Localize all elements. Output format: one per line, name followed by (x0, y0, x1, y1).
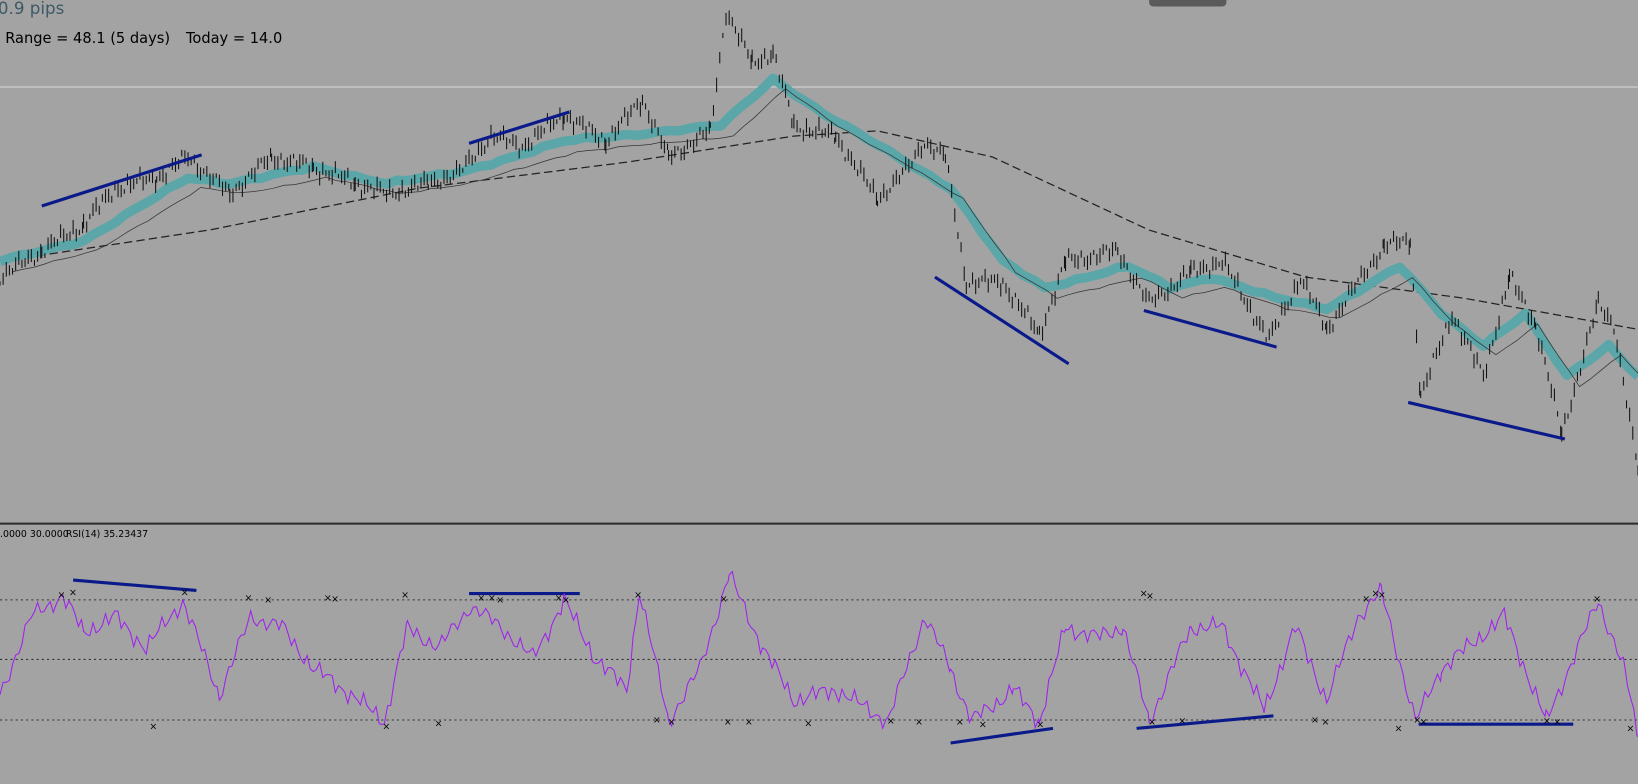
rsi-marker: × (634, 590, 642, 601)
moving-average-band (0, 73, 1638, 380)
trend-line (934, 275, 1070, 366)
rsi-marker: × (555, 593, 563, 604)
trend-line (1407, 400, 1566, 441)
rsi-marker: × (1311, 715, 1319, 726)
rsi-marker: × (956, 717, 964, 728)
rsi-label: RSI(14) 35.23437 (66, 529, 148, 540)
moving-average-thin (12, 88, 1638, 388)
rsi-marker: × (181, 588, 189, 599)
rsi-marker: × (887, 716, 895, 727)
rsi-marker: × (488, 593, 496, 604)
rsi-marker: × (1146, 591, 1154, 602)
rsi-marker: × (724, 717, 732, 728)
rsi-marker: × (668, 717, 676, 728)
rsi-marker: × (720, 594, 728, 605)
rsi-marker: × (244, 593, 252, 604)
rsi-marker: × (69, 588, 77, 599)
rsi-marker: × (382, 721, 390, 732)
rsi-marker: × (57, 590, 65, 601)
rsi-line (0, 570, 1638, 738)
rsi-marker: × (1420, 717, 1428, 728)
rsi-marker: × (1362, 594, 1370, 605)
rsi-marker: × (331, 594, 339, 605)
rsi-marker: × (653, 715, 661, 726)
rsi-marker: × (1627, 724, 1635, 735)
rsi-marker: × (435, 718, 443, 729)
rsi-marker: × (979, 719, 987, 730)
trend-line (1136, 714, 1274, 730)
rsi-marker: × (1321, 717, 1329, 728)
rsi-marker: × (1036, 719, 1044, 730)
trend-line (950, 726, 1054, 745)
rsi-marker: × (1372, 589, 1380, 600)
plot-layers: × × × × × × × × × × × × × × × × × × × × × × × × × × × × × × × × × × × × × × × ×… (0, 10, 1638, 745)
trend-line (1143, 309, 1277, 349)
trend-line (41, 153, 203, 208)
rsi-marker: × (1413, 715, 1421, 726)
rsi-marker: × (477, 593, 485, 604)
rsi-marker: × (804, 718, 812, 729)
moving-average-slow (0, 130, 1638, 330)
rsi-marker: × (324, 593, 332, 604)
rsi-marker: × (1148, 717, 1156, 728)
rsi-marker: × (1178, 716, 1186, 727)
rsi-marker: × (1140, 589, 1148, 600)
today-label: Today = 14.0 (185, 30, 282, 47)
rsi-marker: × (1593, 594, 1601, 605)
rsi-marker: × (401, 590, 409, 601)
range-label: Range = 48.1 (5 days) (5, 30, 170, 47)
rsi-marker: × (1395, 724, 1403, 735)
rsi-marker: × (745, 717, 753, 728)
rsi-marker: × (496, 595, 504, 606)
spread-label: 0.9 pips (0, 0, 64, 18)
rsi-marker: × (1378, 590, 1386, 601)
rsi-marker: × (1553, 717, 1561, 728)
trend-line (468, 110, 570, 145)
rsi-marker: × (149, 721, 157, 732)
rsi-levels: .0000 30.0000 (0, 529, 69, 540)
rsi-marker: × (562, 595, 570, 606)
rsi-marker: × (915, 717, 923, 728)
overlay-tab (1149, 0, 1227, 7)
trend-line (72, 578, 197, 593)
rsi-marker: × (264, 595, 272, 606)
rsi-marker: × (1543, 716, 1551, 727)
